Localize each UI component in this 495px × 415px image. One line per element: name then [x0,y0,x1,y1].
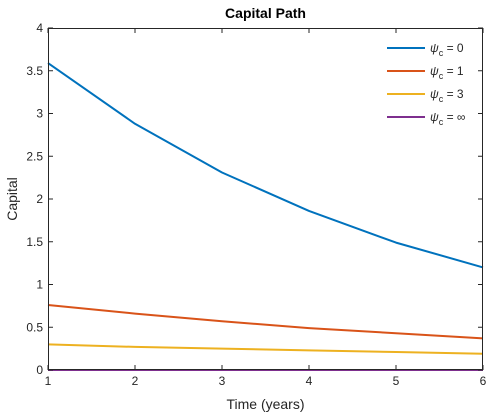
y-tick-label: 1.5 [26,235,43,249]
y-tick-label: 3 [36,107,43,121]
x-tick-label: 1 [45,374,52,388]
y-tick-label: 4 [36,21,43,35]
x-tick-label: 3 [219,374,226,388]
y-tick-label: 2 [36,192,43,206]
y-tick-label: 2.5 [26,149,43,163]
y-axis-label: Capital [4,177,20,221]
plot-area [48,28,483,370]
y-tick-label: 0.5 [26,320,43,334]
x-tick-label: 5 [393,374,400,388]
x-tick-label: 4 [306,374,313,388]
chart-title: Capital Path [225,5,306,21]
x-axis-label: Time (years) [226,396,304,412]
x-tick-label: 2 [132,374,139,388]
y-tick-label: 0 [36,363,43,377]
x-tick-label: 6 [480,374,487,388]
y-tick-label: 3.5 [26,64,43,78]
y-tick-label: 1 [36,278,43,292]
